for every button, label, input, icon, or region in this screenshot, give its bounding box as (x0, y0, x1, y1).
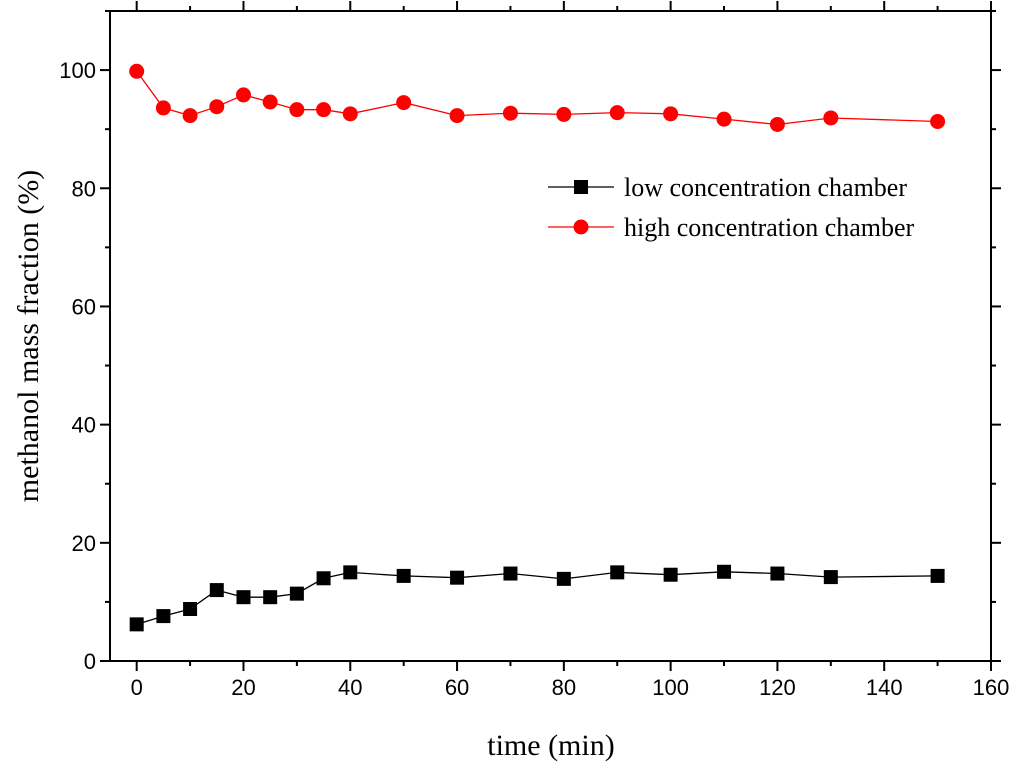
data-point (262, 94, 278, 110)
data-point (663, 106, 679, 122)
data-point (289, 102, 305, 118)
data-point (502, 105, 518, 121)
y-tick-label: 40 (72, 413, 96, 438)
data-point (716, 111, 732, 127)
series-low (129, 564, 945, 632)
data-point (183, 602, 198, 616)
y-tick-label: 20 (72, 531, 96, 556)
data-point (823, 110, 839, 126)
data-point (930, 568, 945, 583)
data-point (209, 99, 225, 115)
data-point (209, 583, 224, 598)
legend-marker (574, 180, 588, 194)
legend: low concentration chamber high concentrat… (548, 173, 915, 242)
series-line (136, 571, 938, 626)
data-point (182, 108, 198, 124)
data-point (823, 570, 838, 585)
x-tick-label: 0 (131, 675, 143, 700)
data-point (769, 116, 785, 132)
data-point (717, 564, 732, 579)
axis-ticks (100, 1, 1001, 671)
y-tick-label: 60 (72, 294, 96, 319)
data-point (609, 105, 625, 121)
data-point (235, 87, 251, 103)
legend-marker (573, 219, 589, 235)
data-point (342, 106, 358, 122)
x-tick-label: 160 (973, 675, 1010, 700)
data-point (396, 568, 411, 583)
x-tick-label: 60 (445, 675, 469, 700)
data-point (503, 566, 518, 581)
data-point (263, 590, 278, 605)
legend-item: high concentration chamber (548, 213, 915, 242)
x-tick-label: 120 (759, 675, 796, 700)
legend-label: low concentration chamber (624, 173, 907, 202)
y-axis-title: methanol mass fraction (%) (12, 170, 45, 502)
legend-item: low concentration chamber (548, 173, 907, 202)
data-point (663, 567, 678, 582)
data-point (316, 571, 331, 586)
data-point (556, 106, 572, 122)
y-tick-label: 0 (84, 649, 96, 674)
series-layer (129, 63, 946, 632)
data-point (156, 609, 171, 624)
data-point (396, 95, 412, 111)
y-tick-label: 100 (59, 58, 96, 83)
data-point (155, 100, 171, 116)
x-axis-title: time (min) (487, 729, 614, 762)
data-point (449, 108, 465, 124)
y-tick-label: 80 (72, 176, 96, 201)
data-point (610, 565, 625, 580)
data-point (129, 63, 145, 79)
series-high (129, 63, 946, 132)
data-point (289, 586, 304, 601)
data-point (343, 565, 358, 580)
tick-labels: 0 20 40 60 80 100 120 140 160 0 20 40 60 80 100 (59, 58, 1009, 700)
series-line (136, 70, 938, 126)
data-point (129, 617, 144, 632)
data-point (556, 571, 571, 586)
x-tick-label: 100 (652, 675, 689, 700)
data-point (450, 570, 465, 585)
x-tick-label: 20 (231, 675, 255, 700)
data-point (316, 102, 332, 118)
x-tick-label: 40 (338, 675, 362, 700)
plot-frame (109, 10, 992, 662)
x-tick-label: 80 (552, 675, 576, 700)
data-point (236, 590, 251, 605)
data-point (770, 566, 785, 581)
x-tick-label: 140 (866, 675, 903, 700)
data-point (930, 114, 946, 129)
legend-label: high concentration chamber (624, 213, 915, 242)
